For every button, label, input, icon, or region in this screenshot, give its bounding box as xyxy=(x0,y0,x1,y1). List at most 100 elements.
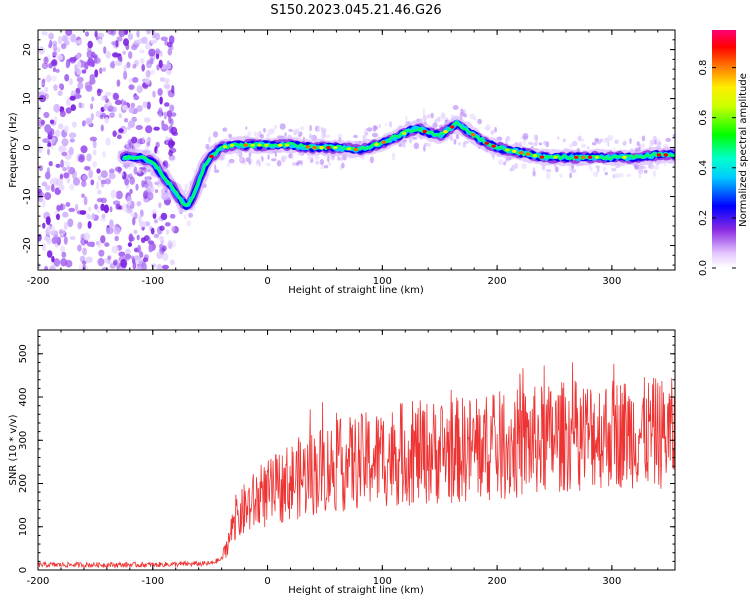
ridge-peak xyxy=(401,131,407,135)
noise-dot xyxy=(135,125,143,130)
noise-dot xyxy=(94,69,99,78)
ridge-halo-dot xyxy=(636,141,640,147)
x-tick-label: -100 xyxy=(141,576,164,587)
x-tick-label: 200 xyxy=(488,576,507,587)
noise-dot xyxy=(71,121,77,128)
noise-dot xyxy=(106,227,112,235)
noise-dot xyxy=(47,224,51,233)
noise-dot xyxy=(159,225,165,231)
ridge-halo-dot xyxy=(605,137,611,141)
ridge-halo-dot xyxy=(267,128,274,135)
spectrogram-xlabel: Height of straight line (km) xyxy=(288,285,424,296)
ridge-halo-dot xyxy=(611,167,617,172)
ridge-halo-dot xyxy=(672,133,675,139)
noise-dot xyxy=(45,216,51,226)
ridge-halo-dot xyxy=(213,169,220,174)
ridge-peak xyxy=(574,155,579,159)
noise-dot xyxy=(170,225,176,232)
ridge-peak xyxy=(326,146,331,150)
ridge-peak xyxy=(346,147,352,151)
noise-dot xyxy=(63,172,70,179)
ridge-halo-dot xyxy=(274,152,277,158)
noise-dot xyxy=(82,247,87,256)
noise-dot xyxy=(111,41,117,46)
noise-dot xyxy=(38,263,41,269)
noise-dot xyxy=(108,172,116,180)
noise-dot xyxy=(74,203,79,212)
noise-dot xyxy=(92,139,97,149)
noise-dot xyxy=(100,95,105,101)
noise-dot xyxy=(162,252,169,261)
noise-dot xyxy=(60,258,68,267)
ridge-halo-dot xyxy=(594,137,599,143)
x-tick-label: 200 xyxy=(488,276,507,287)
ridge-peak xyxy=(333,146,338,150)
noise-dot xyxy=(100,235,106,244)
noise-dot xyxy=(165,63,172,70)
noise-dot xyxy=(110,189,117,199)
y-tick-label: -10 xyxy=(22,188,33,204)
ridge-halo-dot xyxy=(462,141,467,148)
ridge-halo-dot xyxy=(320,164,325,170)
noise-dot xyxy=(132,217,136,226)
noise-dot xyxy=(70,33,77,43)
noise-dot xyxy=(90,103,94,110)
ridge-halo-dot xyxy=(534,140,538,146)
ridge-halo-dot xyxy=(323,165,329,169)
noise-dot xyxy=(149,69,156,75)
noise-dot xyxy=(112,92,118,101)
ridge-halo-dot xyxy=(167,163,171,168)
noise-dot xyxy=(133,255,140,261)
noise-dot xyxy=(147,236,151,245)
noise-dot xyxy=(41,199,46,208)
noise-dot xyxy=(68,207,76,213)
ridge-halo-dot xyxy=(546,172,551,180)
snr-frame xyxy=(37,329,676,571)
ridge-halo-dot xyxy=(319,159,325,166)
noise-dot xyxy=(159,96,163,105)
ridge-halo-dot xyxy=(295,161,300,166)
ridge-halo-dot xyxy=(327,161,332,166)
noise-dot xyxy=(41,62,49,70)
noise-dot xyxy=(58,184,65,191)
noise-dot xyxy=(63,221,68,230)
ridge-halo-dot xyxy=(639,143,646,149)
ridge-halo-dot xyxy=(369,156,374,164)
ridge-peak xyxy=(229,143,235,147)
noise-dot xyxy=(146,101,151,110)
noise-dot xyxy=(104,91,112,96)
noise-dot xyxy=(65,107,72,114)
ridge-halo-dot xyxy=(327,155,330,163)
ridge-halo-dot xyxy=(127,138,131,143)
noise-dot xyxy=(118,251,126,257)
ridge-halo-dot xyxy=(248,151,252,158)
noise-dot xyxy=(150,227,155,235)
ridge-halo-dot xyxy=(533,134,538,141)
noise-dot xyxy=(128,106,134,114)
ridge-halo-dot xyxy=(263,127,266,133)
noise-dot xyxy=(96,88,102,97)
noise-dot xyxy=(75,87,81,95)
ridge-halo-dot xyxy=(226,162,231,167)
noise-dot xyxy=(58,83,64,90)
colorbar-tick-label: 0.8 xyxy=(698,60,709,76)
noise-dot xyxy=(44,265,49,270)
ridge-halo-dot xyxy=(125,141,129,147)
ridge-peak xyxy=(519,151,524,155)
ridge-halo-dot xyxy=(255,132,261,139)
ridge-halo-dot xyxy=(569,172,573,179)
noise-dot xyxy=(125,248,131,255)
ridge-halo-dot xyxy=(276,160,282,167)
ridge-halo-dot xyxy=(427,114,430,119)
noise-dot xyxy=(47,148,50,156)
noise-dot xyxy=(97,240,102,249)
noise-dot xyxy=(62,167,67,172)
noise-dot xyxy=(104,116,109,124)
ridge-halo-dot xyxy=(136,168,142,174)
noise-dot xyxy=(103,204,109,214)
ridge-halo-dot xyxy=(423,114,426,121)
noise-dot xyxy=(170,118,174,126)
ridge-peak xyxy=(278,143,283,147)
noise-dot xyxy=(118,113,123,119)
noise-dot xyxy=(127,33,134,41)
